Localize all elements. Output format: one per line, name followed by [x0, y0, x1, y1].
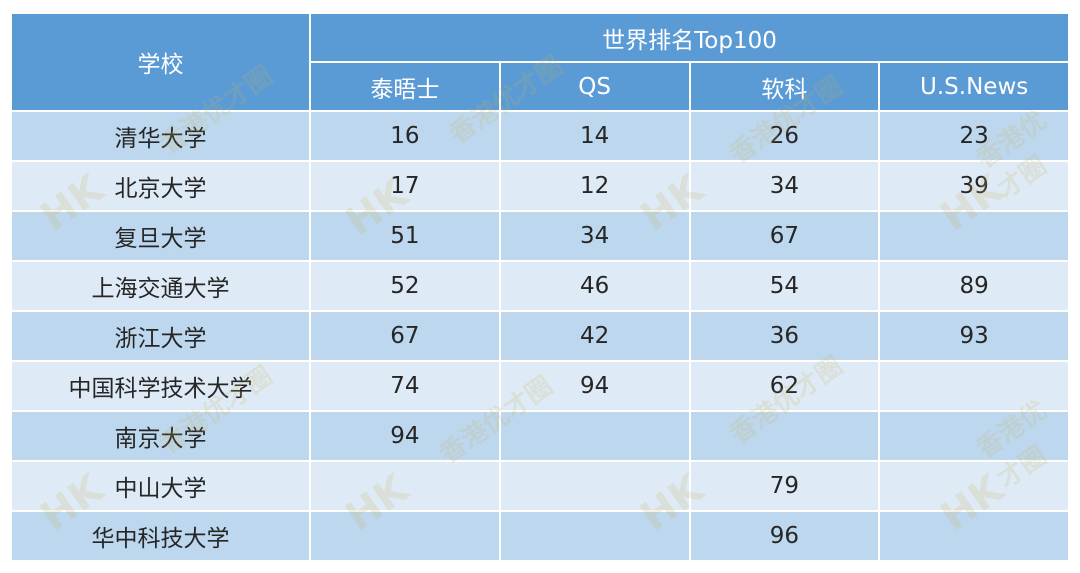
rank-shanghai: 62: [688, 360, 881, 411]
rank-qs: 12: [498, 160, 691, 211]
rank-qs: 14: [498, 110, 691, 161]
school-name: 华中科技大学: [10, 510, 311, 560]
rank-usnews: 93: [878, 310, 1071, 361]
rank-qs: 46: [498, 260, 691, 311]
school-name: 中山大学: [10, 460, 311, 511]
rank-times: 16: [309, 110, 501, 161]
rank-qs: 42: [498, 310, 691, 361]
column-header-shanghai: 软科: [688, 61, 881, 112]
column-header-usnews: U.S.News: [878, 61, 1071, 112]
table-row: 浙江大学 67 42 36 93: [10, 310, 1071, 361]
rank-qs: [498, 460, 691, 511]
school-name: 北京大学: [10, 160, 311, 211]
rank-usnews: [878, 210, 1071, 261]
world-ranking-group-header: 世界排名Top100: [308, 12, 1071, 63]
school-name: 上海交通大学: [10, 260, 311, 311]
rank-shanghai: 67: [688, 210, 881, 261]
table-row: 复旦大学 51 34 67: [10, 210, 1071, 261]
table-row: 清华大学 16 14 26 23: [10, 110, 1071, 161]
school-name: 浙江大学: [10, 310, 311, 361]
rank-usnews: 39: [878, 160, 1071, 211]
rank-usnews: [878, 360, 1071, 411]
table-row: 华中科技大学 96: [10, 510, 1071, 560]
rank-shanghai: 36: [688, 310, 881, 361]
rank-usnews: [878, 510, 1071, 560]
column-header-qs: QS: [498, 61, 691, 112]
rank-shanghai: 54: [688, 260, 881, 311]
rank-shanghai: 26: [688, 110, 881, 161]
table-body: 清华大学 16 14 26 23 北京大学 17 12 34 39 复旦大学 5…: [10, 110, 1071, 560]
ranking-table-container: 学校 世界排名Top100 泰晤士 QS 软科 U.S.News 清华大学 16…: [10, 12, 1071, 560]
rank-usnews: 23: [878, 110, 1071, 161]
rank-times: 74: [309, 360, 501, 411]
rank-times: [309, 460, 501, 511]
rank-qs: [498, 510, 691, 560]
school-name: 复旦大学: [10, 210, 311, 261]
rank-qs: [498, 410, 691, 461]
rank-times: 51: [309, 210, 501, 261]
rank-times: [309, 510, 501, 560]
table-header: 学校 世界排名Top100 泰晤士 QS 软科 U.S.News: [10, 12, 1071, 112]
rank-shanghai: 34: [688, 160, 881, 211]
rank-usnews: [878, 460, 1071, 511]
table-row: 北京大学 17 12 34 39: [10, 160, 1071, 211]
table-row: 上海交通大学 52 46 54 89: [10, 260, 1071, 311]
school-column-header: 学校: [10, 12, 311, 112]
rank-usnews: 89: [878, 260, 1071, 311]
rank-times: 17: [309, 160, 501, 211]
column-header-times: 泰晤士: [309, 61, 501, 112]
school-name: 中国科学技术大学: [10, 360, 311, 411]
ranking-table: 学校 世界排名Top100 泰晤士 QS 软科 U.S.News 清华大学 16…: [10, 12, 1071, 560]
table-row: 南京大学 94: [10, 410, 1071, 461]
rank-qs: 34: [498, 210, 691, 261]
rank-times: 52: [309, 260, 501, 311]
rank-shanghai: 79: [688, 460, 881, 511]
school-name: 清华大学: [10, 110, 311, 161]
rank-times: 94: [309, 410, 501, 461]
school-name: 南京大学: [10, 410, 311, 461]
rank-usnews: [878, 410, 1071, 461]
rank-times: 67: [309, 310, 501, 361]
rank-shanghai: [688, 410, 881, 461]
rank-qs: 94: [498, 360, 691, 411]
rank-shanghai: 96: [688, 510, 881, 560]
table-row: 中山大学 79: [10, 460, 1071, 511]
table-row: 中国科学技术大学 74 94 62: [10, 360, 1071, 411]
